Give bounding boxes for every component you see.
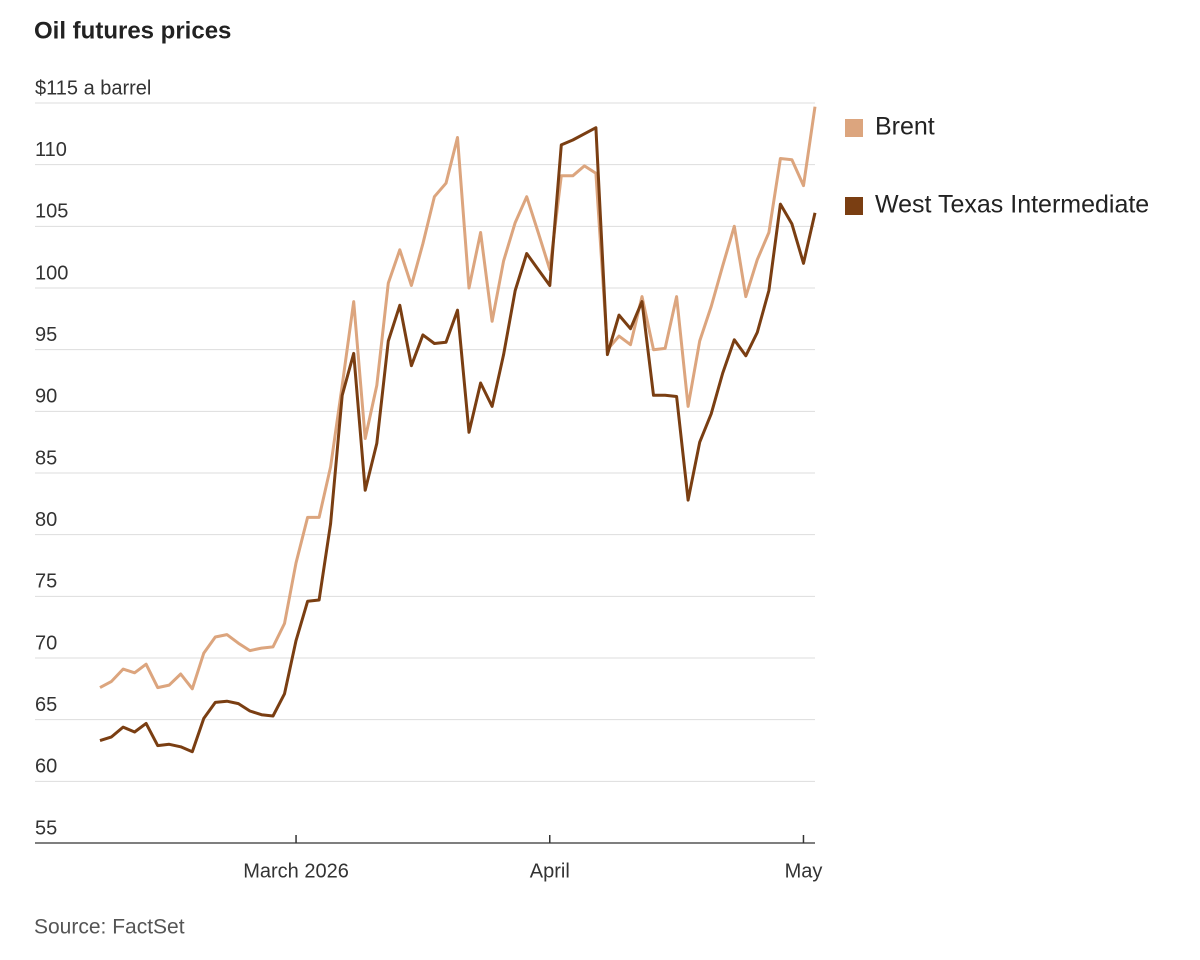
y-tick-label: 80 [35, 509, 57, 531]
y-tick-label: 65 [35, 694, 57, 716]
legend-swatch [845, 119, 863, 137]
legend-label: West Texas Intermediate [875, 191, 1149, 219]
y-tick-label: 85 [35, 447, 57, 469]
series-line [99, 126, 817, 754]
chart-title: Oil futures prices [34, 17, 231, 44]
y-tick-label: 60 [35, 756, 57, 778]
y-tick-label: 110 [35, 139, 67, 161]
y-tick-label: 95 [35, 324, 57, 346]
x-tick-label: May [785, 860, 823, 882]
y-tick-label: 75 [35, 571, 57, 593]
y-tick-label: 100 [35, 262, 68, 284]
series-line [99, 106, 817, 691]
y-tick-label: $115 a barrel [35, 77, 151, 99]
x-tick-label: March 2026 [243, 860, 349, 882]
y-tick-label: 55 [35, 817, 57, 839]
y-tick-label: 90 [35, 386, 57, 408]
legend-swatch [845, 197, 863, 215]
y-tick-label: 70 [35, 632, 57, 654]
source-note: Source: FactSet [34, 916, 185, 939]
x-tick-label: April [530, 860, 570, 882]
y-tick-label: 105 [35, 201, 68, 223]
legend-label: Brent [875, 113, 935, 141]
